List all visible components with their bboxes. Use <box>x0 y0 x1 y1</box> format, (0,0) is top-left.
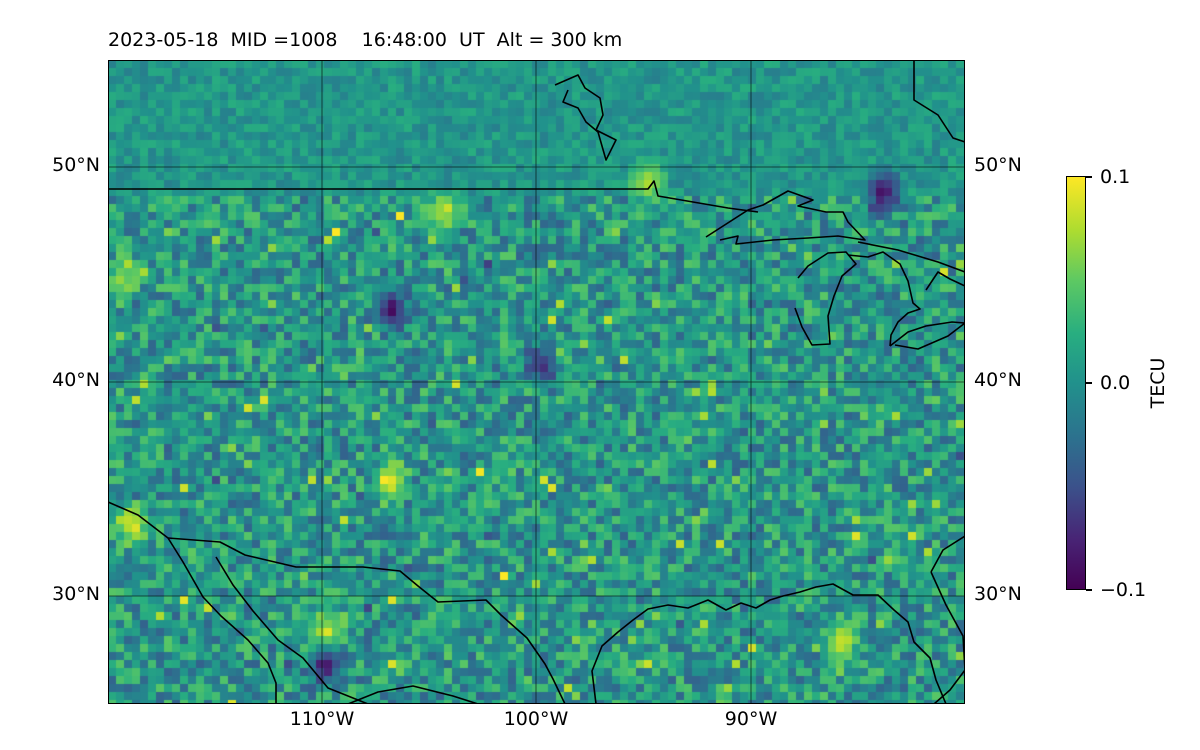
title-alt: Alt = 300 km <box>496 29 623 51</box>
lake-michigan <box>794 251 857 346</box>
lake-erie-ontario <box>889 321 965 350</box>
us-mexico-border <box>167 537 566 704</box>
baja-california <box>108 501 277 704</box>
tec-map <box>108 60 965 704</box>
florida <box>930 535 965 573</box>
colorbar-label-min: −0.1 <box>1100 579 1147 601</box>
hudson-bay-coast <box>554 74 617 161</box>
colorbar-tick-zero <box>1086 382 1092 384</box>
map-overlay <box>108 60 965 704</box>
florida-gulf <box>930 571 965 704</box>
lat-label-left-30: 30°N <box>52 583 100 605</box>
ontario-lake <box>925 271 965 291</box>
lake-superior <box>705 190 866 245</box>
lat-label-right-40: 40°N <box>974 369 1022 391</box>
colorbar-title: TECU <box>1147 357 1169 409</box>
colorbar-label-zero: 0.0 <box>1100 372 1131 394</box>
us-canada-border <box>108 180 759 213</box>
pacific-coast-south <box>347 685 479 704</box>
lat-label-left-50: 50°N <box>52 154 100 176</box>
lat-label-right-30: 30°N <box>974 583 1022 605</box>
lon-label-100: 100°W <box>503 708 569 730</box>
coastlines-borders <box>108 60 965 704</box>
lat-label-left-40: 40°N <box>52 369 100 391</box>
lake-huron <box>847 251 921 347</box>
title-mid: MID =1008 <box>230 29 338 51</box>
lat-label-right-50: 50°N <box>974 154 1022 176</box>
ohio-line <box>857 241 965 273</box>
colorbar-tick-max <box>1086 176 1092 178</box>
mexico-gulf-coast <box>591 583 947 704</box>
title-date: 2023-05-18 <box>108 29 219 51</box>
labrador-coast <box>913 60 965 143</box>
lon-label-110: 110°W <box>289 708 355 730</box>
colorbar-label-max: 0.1 <box>1100 166 1131 188</box>
map-title: 2023-05-18 MID =1008 16:48:00 UT Alt = 3… <box>108 29 622 51</box>
lon-label-90: 90°W <box>724 708 778 730</box>
colorbar-tick-min <box>1086 589 1092 591</box>
title-time: 16:48:00 UT <box>361 29 485 51</box>
colorbar <box>1066 176 1086 590</box>
baja-inner <box>215 556 369 704</box>
gridlines <box>108 60 965 704</box>
